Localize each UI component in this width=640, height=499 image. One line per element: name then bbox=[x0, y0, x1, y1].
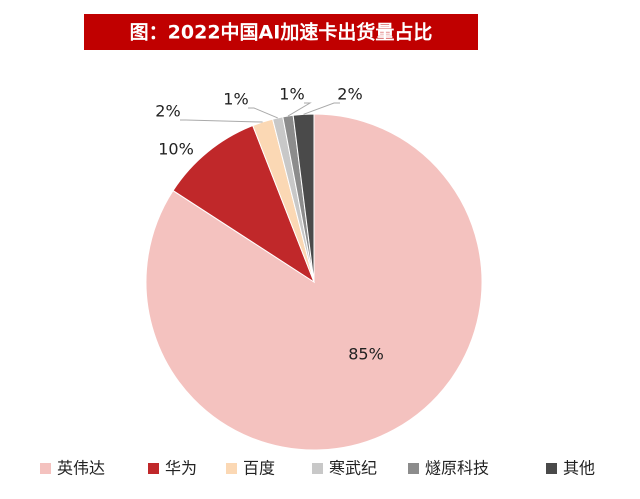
legend-swatch bbox=[148, 463, 159, 474]
legend-label: 英伟达 bbox=[57, 459, 105, 478]
legend-swatch bbox=[40, 463, 51, 474]
pie-slice bbox=[145, 113, 483, 451]
legend-label: 百度 bbox=[243, 459, 275, 478]
leader-line bbox=[248, 107, 278, 119]
data-label: 2% bbox=[337, 85, 362, 104]
title-box bbox=[84, 14, 478, 50]
legend-label: 寒武纪 bbox=[329, 459, 377, 478]
leader-line bbox=[180, 119, 263, 123]
pie-slice bbox=[172, 124, 316, 284]
legend-swatch bbox=[312, 463, 323, 474]
pie-slice bbox=[292, 113, 315, 283]
legend-swatch bbox=[226, 463, 237, 474]
leader-line bbox=[287, 102, 312, 117]
legend-swatch bbox=[546, 463, 557, 474]
data-label: 85% bbox=[348, 345, 384, 364]
data-label: 2% bbox=[155, 102, 180, 121]
data-label: 10% bbox=[158, 140, 194, 159]
legend-label: 其他 bbox=[563, 459, 595, 478]
data-label: 1% bbox=[279, 85, 304, 104]
chart-title: 图：2022中国AI加速卡出货量占比 bbox=[130, 21, 433, 44]
legend-label: 燧原科技 bbox=[425, 459, 489, 478]
leader-line bbox=[303, 102, 340, 115]
data-label: 1% bbox=[223, 90, 248, 109]
legend-swatch bbox=[408, 463, 419, 474]
legend-label: 华为 bbox=[165, 459, 197, 478]
